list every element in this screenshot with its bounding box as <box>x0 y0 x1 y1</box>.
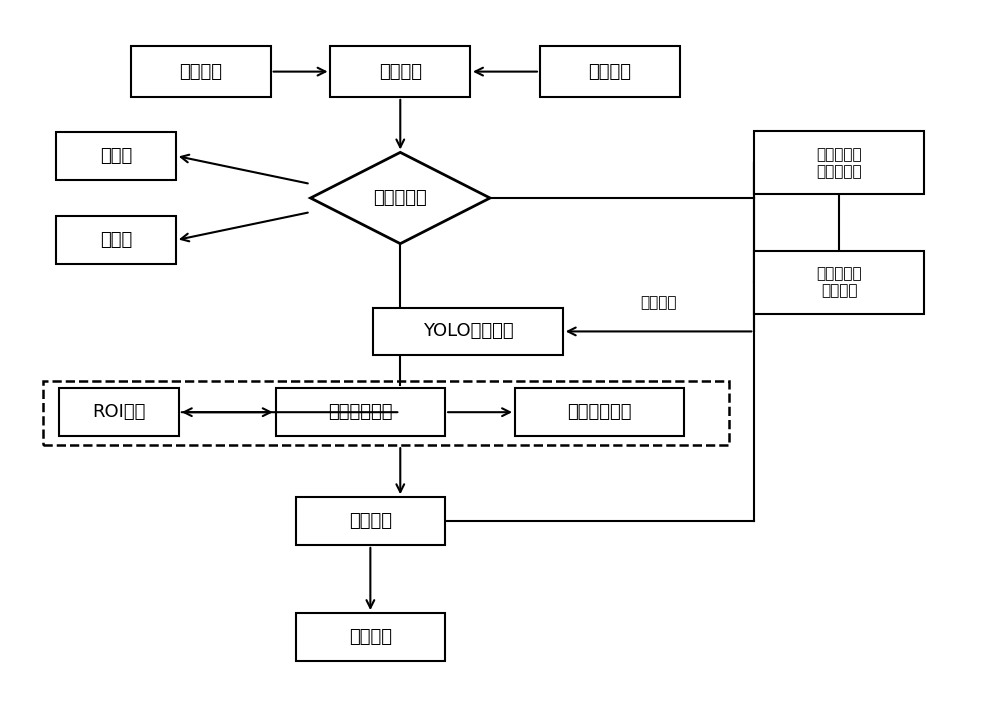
Text: 制作棋盘格
靶标图像: 制作棋盘格 靶标图像 <box>816 266 862 298</box>
Bar <box>56 132 176 180</box>
Text: 图像融合: 图像融合 <box>640 295 677 310</box>
Bar <box>43 381 729 445</box>
Bar <box>276 388 445 436</box>
Text: 灰度化: 灰度化 <box>100 147 132 165</box>
Text: 坐标计算: 坐标计算 <box>349 512 392 530</box>
Text: YOLO目标检测: YOLO目标检测 <box>423 322 513 341</box>
Bar <box>540 47 680 97</box>
Text: 爬取桥梁施
工背景图像: 爬取桥梁施 工背景图像 <box>816 147 862 179</box>
Text: 相机标定: 相机标定 <box>179 63 222 80</box>
Text: 靶标角点提取: 靶标角点提取 <box>328 403 393 421</box>
Bar <box>296 497 445 545</box>
Bar <box>131 47 271 97</box>
Polygon shape <box>311 152 490 244</box>
Text: 图像采集: 图像采集 <box>379 63 422 80</box>
Bar <box>296 613 445 661</box>
Bar <box>56 216 176 264</box>
Text: 靶标布置: 靶标布置 <box>588 63 631 80</box>
Text: 去噪等: 去噪等 <box>100 231 132 249</box>
Bar <box>373 307 563 355</box>
Text: 变形计算: 变形计算 <box>349 628 392 646</box>
Text: 图像预处理: 图像预处理 <box>373 189 427 207</box>
Text: ROI提取: ROI提取 <box>92 403 146 421</box>
Bar <box>59 388 179 436</box>
Text: 求解相机位姿: 求解相机位姿 <box>567 403 632 421</box>
Bar <box>330 47 470 97</box>
Bar <box>515 388 684 436</box>
Bar <box>754 131 924 195</box>
Bar <box>754 251 924 314</box>
